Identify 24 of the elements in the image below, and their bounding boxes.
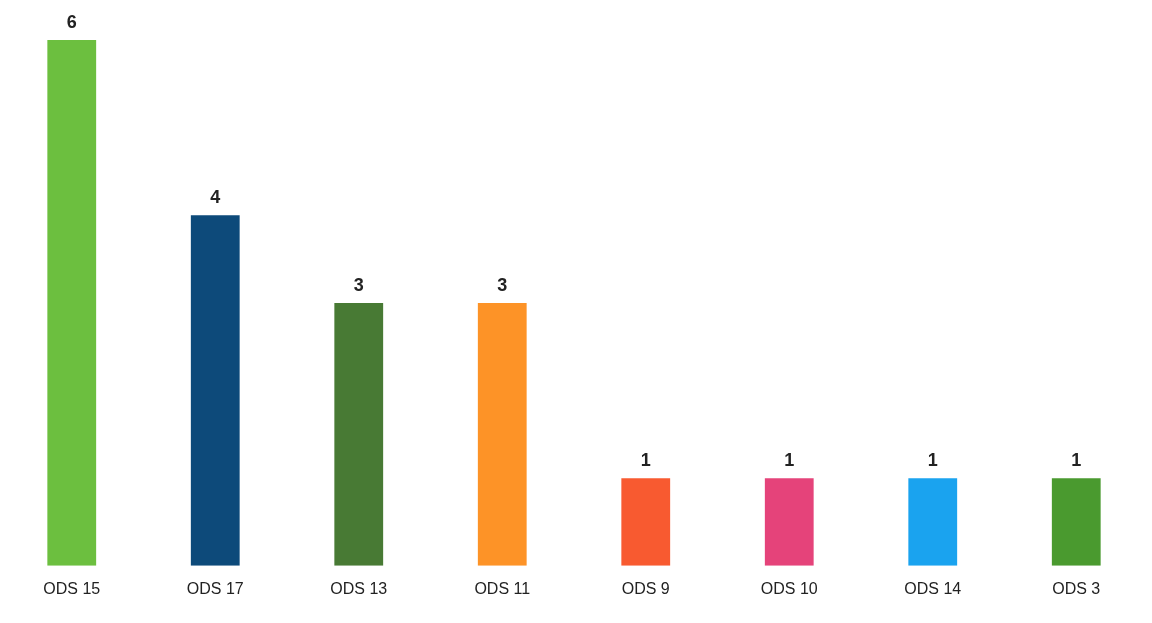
bar — [334, 302, 384, 566]
x-tick-label: ODS 9 — [621, 579, 670, 597]
data-label: 1 — [784, 450, 795, 471]
x-tick-label: ODS 3 — [1052, 579, 1101, 597]
data-label: 6 — [66, 11, 77, 32]
bar — [190, 215, 240, 566]
x-tick-label: ODS 14 — [904, 579, 962, 597]
x-tick-label: ODS 17 — [186, 579, 244, 597]
data-label: 1 — [640, 450, 651, 471]
bar — [764, 478, 814, 566]
bar — [908, 478, 958, 566]
bar — [1051, 478, 1101, 566]
data-label: 1 — [1071, 450, 1082, 471]
x-tick-label: ODS 10 — [760, 579, 818, 597]
bar — [47, 40, 97, 566]
x-tick-label: ODS 11 — [474, 579, 531, 597]
bar — [621, 478, 671, 566]
x-tick-label: ODS 13 — [330, 579, 388, 597]
data-label: 3 — [497, 274, 508, 295]
x-tick-label: ODS 15 — [43, 579, 101, 597]
data-label: 3 — [353, 274, 364, 295]
data-label: 4 — [210, 187, 221, 208]
bar — [477, 302, 527, 566]
data-label: 1 — [927, 450, 938, 471]
